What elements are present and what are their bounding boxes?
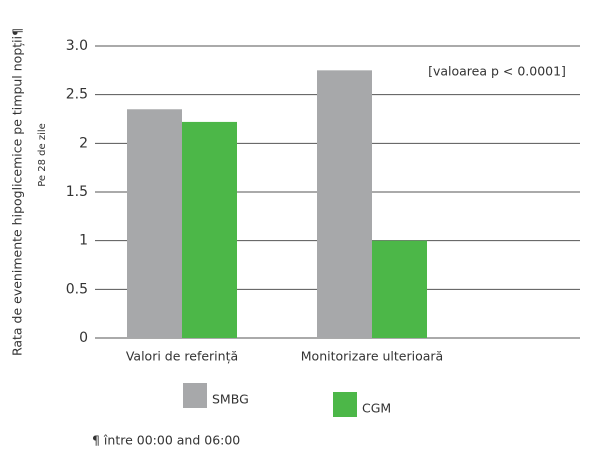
y-tick-label: 3.0 [66, 38, 88, 54]
y-axis-label: Rata de evenimente hipoglicemice pe timp… [10, 28, 25, 356]
annotation: [valoarea p < 0.0001] [428, 64, 566, 79]
x-tick-label: Valori de referință [126, 349, 238, 364]
bar [182, 121, 237, 338]
bar [127, 109, 182, 339]
y-axis-sublabel: Pe 28 de zile [37, 123, 48, 187]
legend-swatch [333, 392, 357, 417]
y-tick-label: 0.5 [66, 281, 88, 297]
y-tick-label: 1 [79, 233, 88, 249]
footnote: ¶ între 00:00 and 06:00 [92, 433, 240, 448]
y-tick-label: 2.5 [66, 87, 88, 103]
bar [317, 70, 372, 338]
legend-label: CGM [362, 401, 391, 416]
legend-label: SMBG [212, 392, 249, 407]
y-tick-label: 2 [79, 135, 88, 151]
y-tick-label: 0 [79, 330, 88, 346]
y-tick-label: 1.5 [66, 184, 88, 200]
bar [372, 240, 427, 338]
legend-swatch [183, 383, 207, 408]
x-tick-label: Monitorizare ulterioară [301, 349, 443, 364]
